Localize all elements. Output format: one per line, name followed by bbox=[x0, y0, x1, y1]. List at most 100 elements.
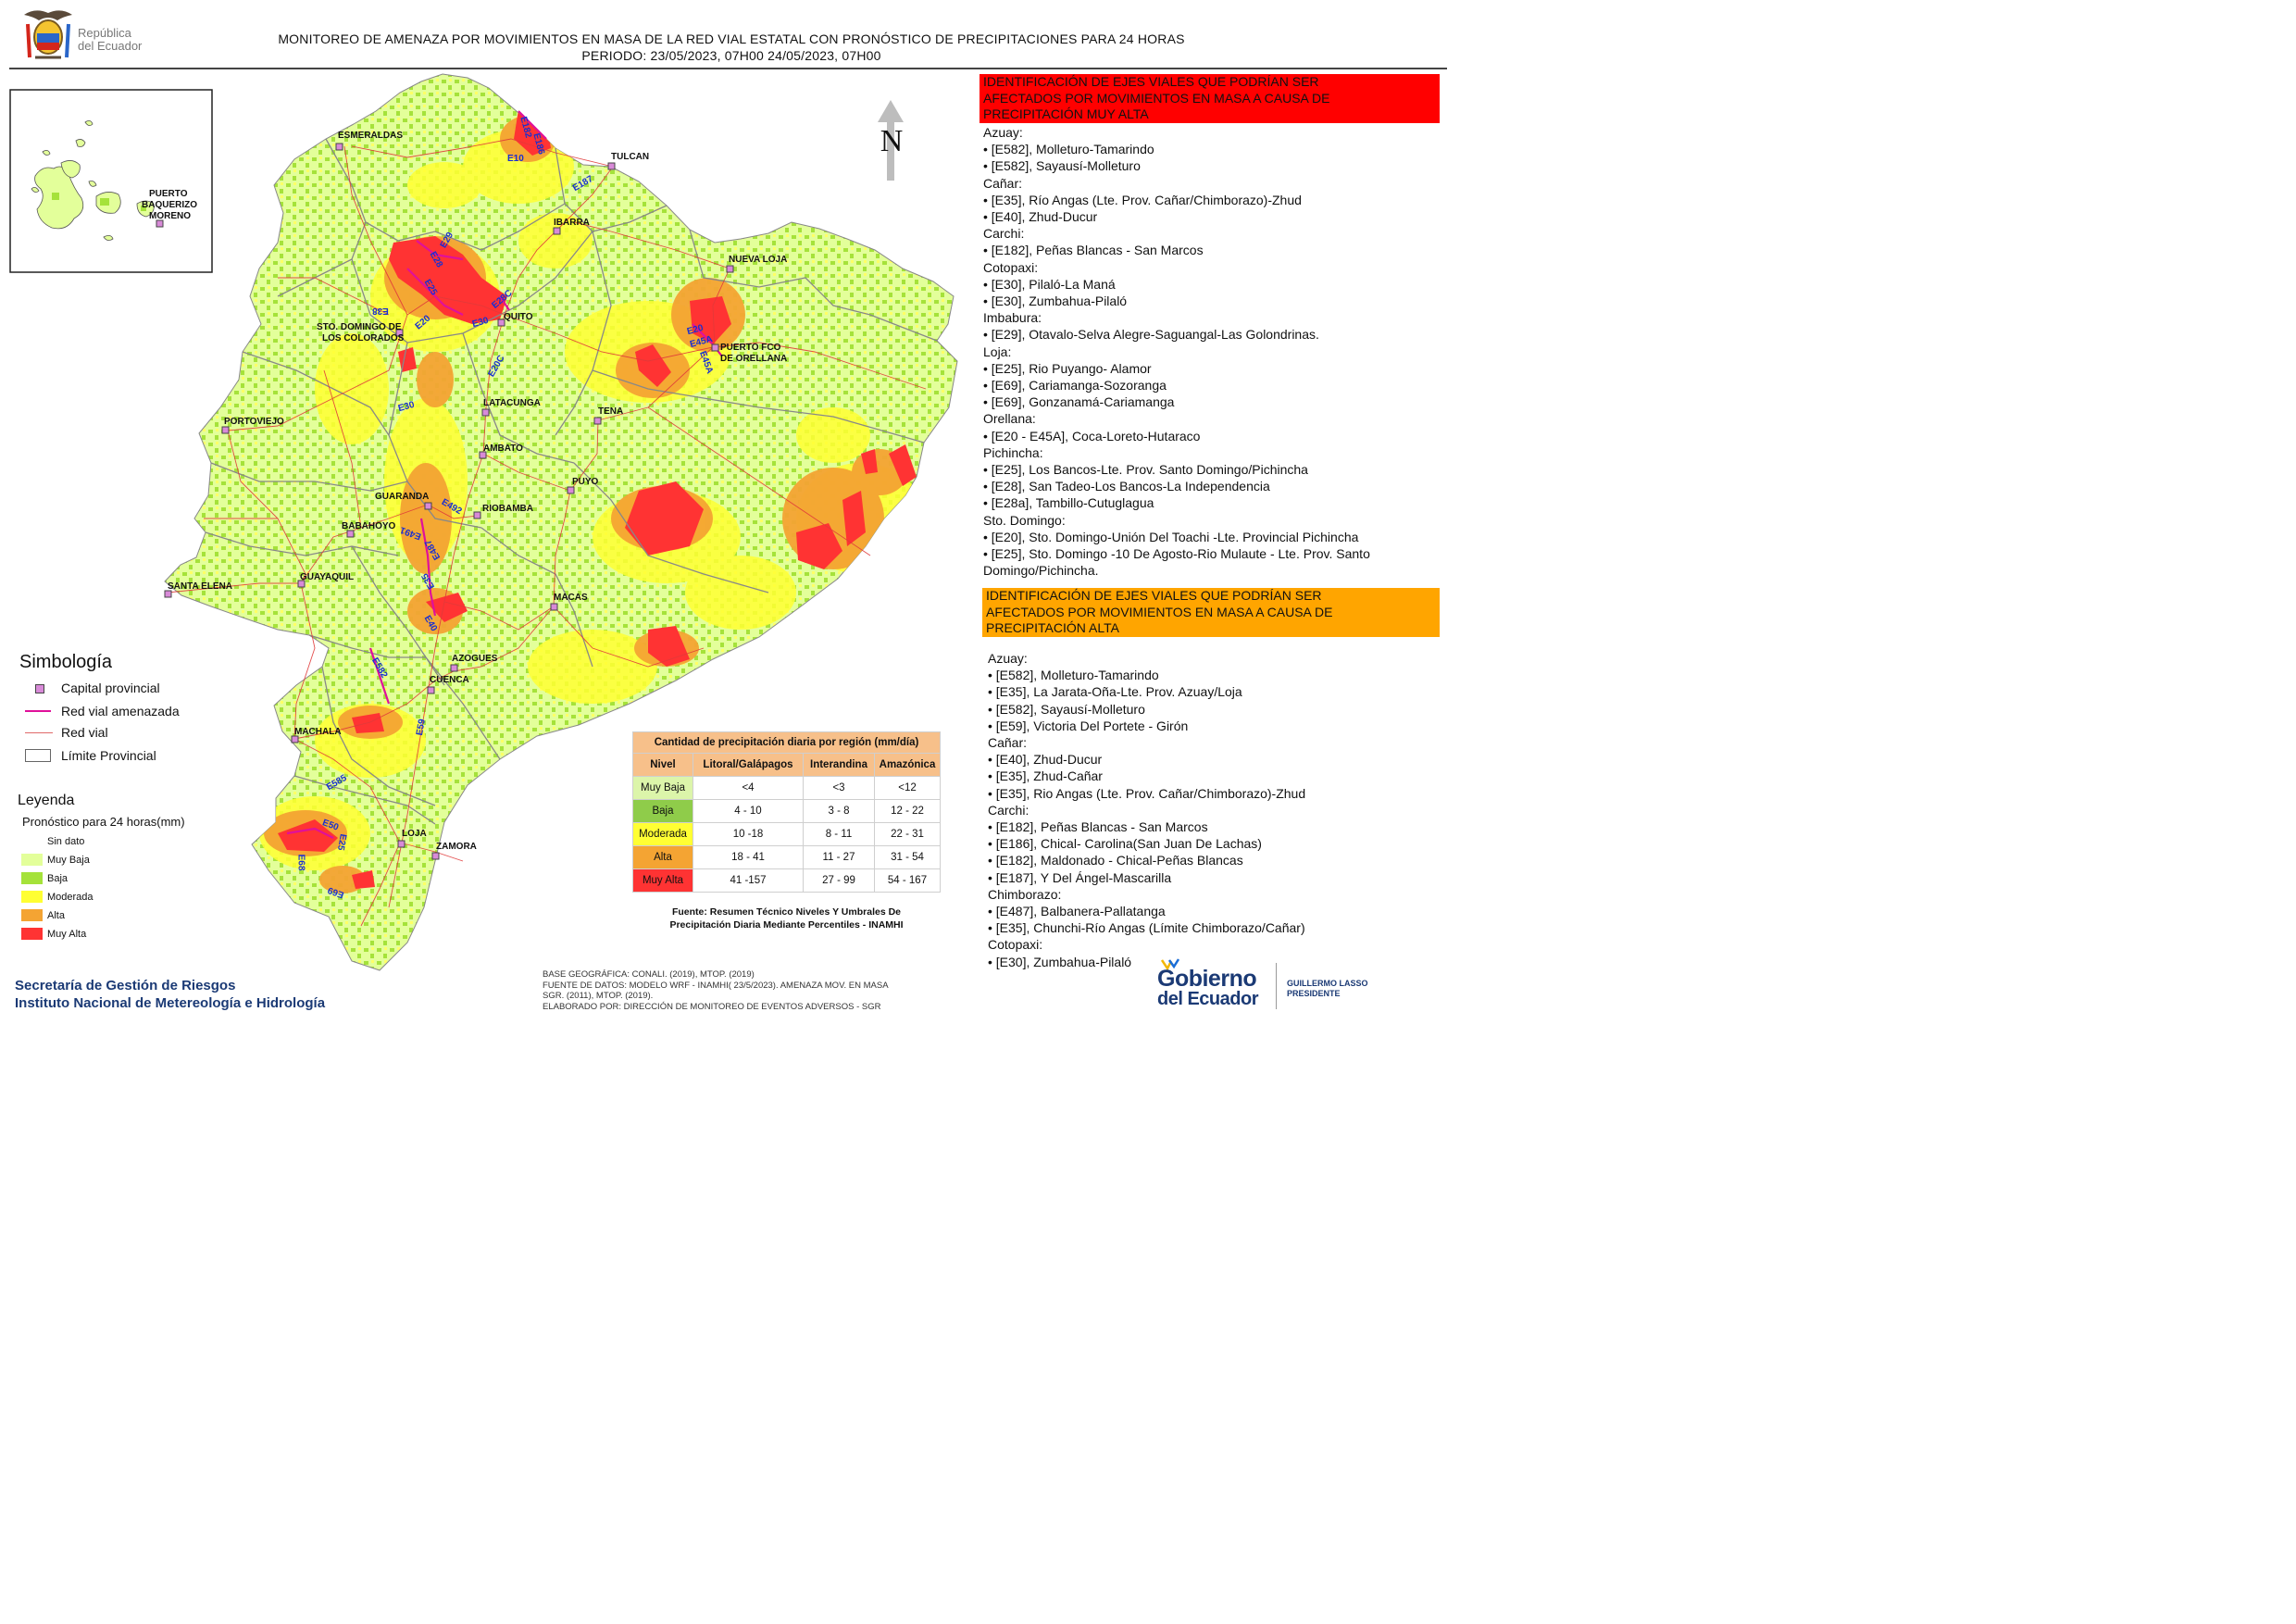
city-label-babahoyo: BABAHOYO bbox=[342, 521, 396, 531]
table-header-nivel: Nivel bbox=[632, 753, 693, 777]
city-label-quito: QUITO bbox=[504, 312, 533, 322]
legend-swatch-muy-alta bbox=[21, 928, 43, 940]
table-cell-level: Muy Alta bbox=[632, 868, 693, 893]
city-label-tena: TENA bbox=[598, 406, 624, 417]
table-cell-level: Alta bbox=[632, 845, 693, 869]
city-label-riobamba: RIOBAMBA bbox=[482, 504, 533, 514]
city-label-cuenca: CUENCA bbox=[430, 675, 469, 685]
table-row: Alta 18 - 41 11 - 27 31 - 54 bbox=[632, 845, 941, 869]
legend-label: Alta bbox=[47, 910, 65, 921]
red-list-line: Domingo/Pichincha. bbox=[983, 563, 1099, 579]
legend-label: Baja bbox=[47, 873, 69, 884]
orange-list-line: • [E186], Chical- Carolina(San Juan De L… bbox=[988, 836, 1262, 852]
footer-note: SGR. (2011), MTOP. (2019). bbox=[543, 991, 654, 1001]
city-label-orellana-1: PUERTO FCO bbox=[720, 343, 781, 353]
red-list-line: • [E25], Sto. Domingo -10 De Agosto-Rio … bbox=[983, 546, 1370, 562]
orange-header-line: PRECIPITACIÓN ALTA bbox=[986, 620, 1119, 635]
red-list-line: Cañar: bbox=[983, 175, 1023, 191]
symbology-boundary-label: Límite Provincial bbox=[61, 748, 156, 763]
red-list-line: • [E182], Peñas Blancas - San Marcos bbox=[983, 243, 1204, 258]
capital-symbol bbox=[35, 684, 44, 693]
route-label-e38: E38 bbox=[372, 306, 389, 316]
orange-list-line: Cañar: bbox=[988, 735, 1028, 751]
table-cell: <12 bbox=[874, 776, 941, 800]
table-source-line-1: Fuente: Resumen Técnico Niveles Y Umbral… bbox=[671, 906, 902, 918]
city-label-macas: MACAS bbox=[554, 593, 588, 603]
red-list-line: • [E28a], Tambillo-Cutuglagua bbox=[983, 495, 1154, 511]
city-label-guayaquil: GUAYAQUIL bbox=[300, 572, 355, 582]
orange-list-line: • [E582], Sayausí-Molleturo bbox=[988, 701, 1145, 717]
gobierno-logo-mark bbox=[1160, 957, 1180, 971]
red-list-line: • [E25], Los Bancos-Lte. Prov. Santo Dom… bbox=[983, 462, 1308, 478]
symbology-threatened-road-label: Red vial amenazada bbox=[61, 704, 180, 718]
orange-list-line: • [E59], Victoria Del Portete - Girón bbox=[988, 718, 1189, 733]
orange-header-line: IDENTIFICACIÓN DE EJES VIALES QUE PODRÍA… bbox=[986, 588, 1322, 603]
legend-title: Leyenda bbox=[18, 793, 75, 808]
table-cell: 22 - 31 bbox=[874, 822, 941, 846]
table-row: Baja 4 - 10 3 - 8 12 - 22 bbox=[632, 799, 941, 823]
city-label-ambato: AMBATO bbox=[483, 443, 523, 454]
red-list-line: Sto. Domingo: bbox=[983, 512, 1066, 528]
city-label-loja: LOJA bbox=[402, 829, 427, 839]
red-list-line: • [E20 - E45A], Coca-Loreto-Hutaraco bbox=[983, 428, 1201, 443]
red-list-line: • [E29], Otavalo-Selva Alegre-Saguangal-… bbox=[983, 327, 1319, 343]
orange-list-line: • [E582], Molleturo-Tamarindo bbox=[988, 668, 1159, 683]
red-list-line: • [E28], San Tadeo-Los Bancos-La Indepen… bbox=[983, 479, 1270, 494]
city-label-tulcan: TULCAN bbox=[611, 152, 650, 162]
orange-list-line: • [E35], Chunchi-Río Angas (Límite Chimb… bbox=[988, 920, 1305, 936]
precipitation-thresholds-table: Cantidad de precipitación diaria por reg… bbox=[632, 731, 941, 893]
city-label-nueva-loja: NUEVA LOJA bbox=[729, 255, 788, 265]
threatened-road-symbol bbox=[25, 710, 51, 712]
red-header-line: AFECTADOS POR MOVIMIENTOS EN MASA A CAUS… bbox=[983, 90, 1330, 106]
road-symbol bbox=[25, 732, 53, 733]
route-label-e68: E68 bbox=[295, 854, 306, 871]
symbology-road-label: Red vial bbox=[61, 725, 108, 740]
red-header-line: PRECIPITACIÓN MUY ALTA bbox=[983, 106, 1149, 121]
orange-list-line: • [E30], Zumbahua-Pilaló bbox=[988, 954, 1132, 969]
red-list-line: • [E69], Cariamanga-Sozoranga bbox=[983, 378, 1167, 394]
footer-org-sgr: Secretaría de Gestión de Riesgos bbox=[15, 978, 236, 993]
gobierno-logo-line-2: del Ecuador bbox=[1157, 989, 1258, 1009]
red-list-line: • [E582], Sayausí-Molleturo bbox=[983, 158, 1141, 174]
map-title: MONITOREO DE AMENAZA POR MOVIMIENTOS EN … bbox=[278, 31, 1185, 46]
red-panel-header: IDENTIFICACIÓN DE EJES VIALES QUE PODRÍA… bbox=[980, 74, 1440, 123]
legend-label: Muy Alta bbox=[47, 929, 87, 940]
city-label-baquerizo-1: PUERTO bbox=[149, 189, 188, 199]
brand-line-2: del Ecuador bbox=[78, 39, 143, 53]
table-cell: 27 - 99 bbox=[803, 868, 875, 893]
city-label-esmeraldas: ESMERALDAS bbox=[338, 131, 404, 141]
footer-note: FUENTE DE DATOS: MODELO WRF - INAMHI( 23… bbox=[543, 980, 889, 991]
city-label-latacunga: LATACUNGA bbox=[483, 398, 541, 408]
red-list-line: Loja: bbox=[983, 344, 1012, 359]
footer-note: BASE GEOGRÁFICA: CONALI. (2019), MTOP. (… bbox=[543, 969, 755, 980]
table-cell: <3 bbox=[803, 776, 875, 800]
symbology-title: Simbología bbox=[19, 652, 113, 672]
red-list-line: Pichincha: bbox=[983, 444, 1043, 460]
table-cell: 41 -157 bbox=[693, 868, 804, 893]
table-header-amazonica: Amazónica bbox=[874, 753, 941, 777]
north-label: N bbox=[880, 124, 904, 158]
legend-swatch-baja bbox=[21, 872, 43, 884]
city-label-portoviejo: PORTOVIEJO bbox=[224, 417, 284, 427]
table-row: Moderada 10 -18 8 - 11 22 - 31 bbox=[632, 822, 941, 846]
red-list-line: • [E20], Sto. Domingo-Unión Del Toachi -… bbox=[983, 529, 1359, 544]
gobierno-logo-line-1: Gobierno bbox=[1157, 966, 1257, 992]
map-period: PERIODO: 23/05/2023, 07H00 24/05/2023, 0… bbox=[581, 48, 881, 63]
city-label-sto-domingo-2: LOS COLORADOS bbox=[322, 333, 405, 344]
president-name: GUILLERMO LASSO bbox=[1287, 979, 1368, 988]
route-label-e10: E10 bbox=[507, 154, 524, 164]
ecuador-map: N bbox=[9, 73, 958, 971]
red-list-line: Carchi: bbox=[983, 226, 1025, 242]
table-cell: 4 - 10 bbox=[693, 799, 804, 823]
legend-label: Muy Baja bbox=[47, 855, 90, 866]
symbology-capital-label: Capital provincial bbox=[61, 681, 160, 695]
orange-panel-header: IDENTIFICACIÓN DE EJES VIALES QUE PODRÍA… bbox=[982, 588, 1440, 637]
orange-list-line: Carchi: bbox=[988, 802, 1029, 818]
brand-line-1: República bbox=[78, 26, 131, 40]
table-cell: 12 - 22 bbox=[874, 799, 941, 823]
red-list-line: • [E30], Pilaló-La Maná bbox=[983, 276, 1116, 292]
orange-list-line: • [E40], Zhud-Ducur bbox=[988, 752, 1103, 768]
orange-list-line: • [E35], Rio Angas (Lte. Prov. Cañar/Chi… bbox=[988, 785, 1306, 801]
orange-list-line: • [E182], Maldonado - Chical-Peñas Blanc… bbox=[988, 853, 1243, 868]
city-label-machala: MACHALA bbox=[294, 727, 342, 737]
